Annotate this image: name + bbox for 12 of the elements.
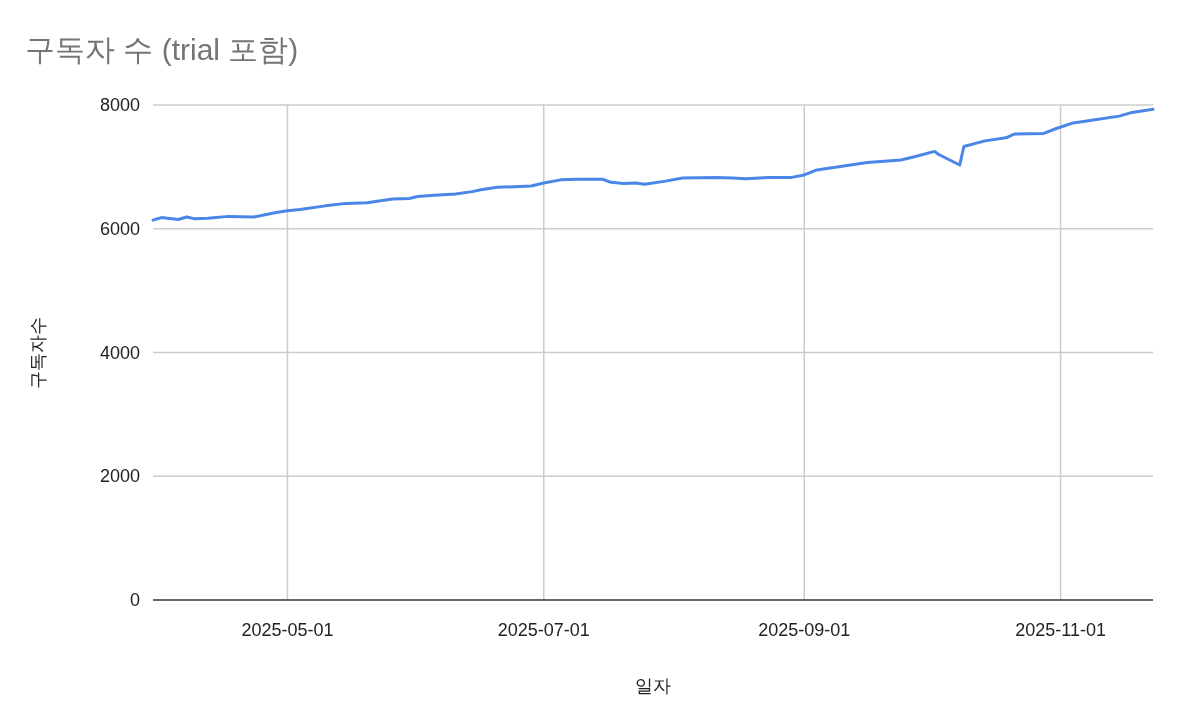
y-axis-title: 구독자수 [28,316,48,389]
x-axis-title: 일자 [635,676,671,696]
x-tick-label: 2025-05-01 [241,620,334,640]
y-tick-label: 4000 [99,342,140,363]
x-tick-label: 2025-11-01 [1015,620,1106,640]
x-tick-label: 2025-09-01 [758,620,851,640]
y-tick-label: 2000 [99,466,140,487]
chart-title: 구독자 수 (trial 포함) [25,33,299,66]
y-tick-label: 6000 [99,218,140,239]
x-tick-label: 2025-07-01 [497,620,590,640]
y-tick-label: 8000 [99,95,140,115]
y-tick-label: 0 [129,590,140,610]
